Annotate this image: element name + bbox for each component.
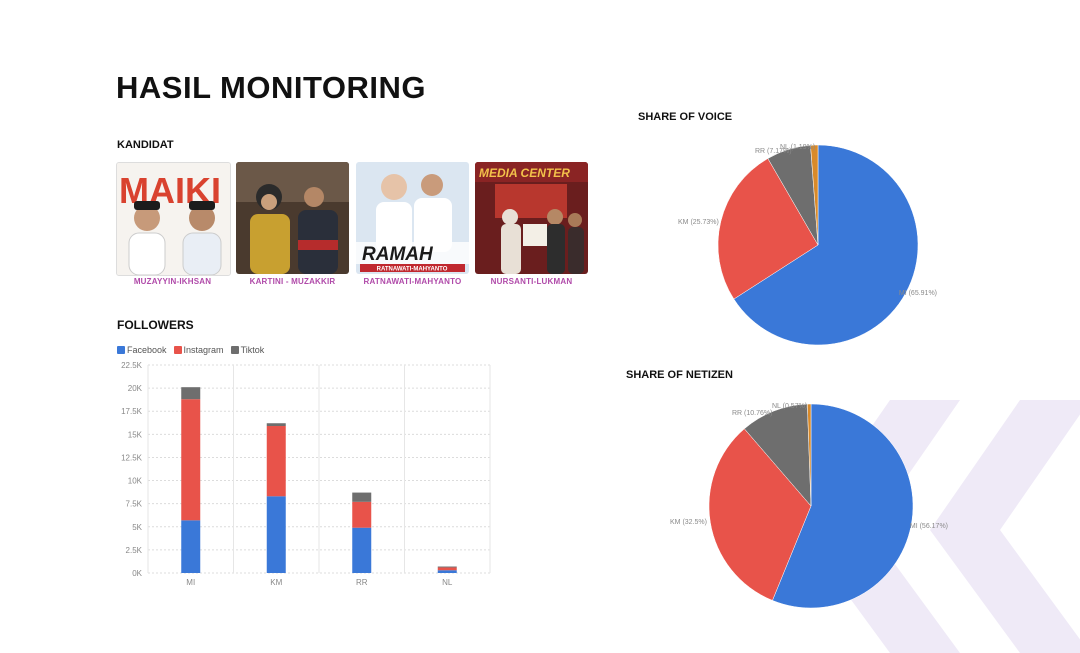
- y-tick-label: 22.5K: [121, 361, 143, 370]
- share-of-netizen-pie-chart: MI (56.17%) KM (32.5%) RR (10.76%)NL (0.57…: [670, 403, 948, 609]
- pie-label-mi: MI (56.17%): [910, 523, 948, 530]
- bar-instagram-nl: [437, 567, 457, 571]
- candidate-name-2: KARTINI - MUZAKKIR: [249, 277, 336, 286]
- candidate-name-4: NURSANTI-LUKMAN: [490, 277, 573, 286]
- bar-facebook-km: [266, 496, 286, 573]
- pie-label-km: KM (25.73%): [678, 219, 719, 226]
- poster-subtext-3: RATNAWATI-MAHYANTO: [377, 267, 448, 273]
- candidate-photo-3: RAMAH RATNAWATI-MAHYANTO: [356, 162, 469, 274]
- bar-tiktok-rr: [352, 492, 372, 502]
- bar-facebook-rr: [352, 527, 372, 573]
- bar-tiktok-mi: [181, 387, 201, 400]
- pie-slice-km: [708, 428, 812, 601]
- candidate-name-3: RATNAWATI-MAHYANTO: [363, 277, 462, 286]
- candidate-photo-4: MEDIA CENTER: [475, 162, 588, 274]
- share-of-voice-title: SHARE OF VOICE: [638, 111, 733, 123]
- poster-text-4: MEDIA CENTER: [479, 166, 570, 180]
- y-tick-label: 2.5K: [126, 546, 143, 555]
- candidate-name-1: MUZAYYIN-IKHSAN: [133, 277, 212, 286]
- pie-slice-nl: [807, 403, 812, 507]
- y-tick-label: 10K: [128, 477, 143, 486]
- x-tick-label: MI: [186, 578, 195, 587]
- bar-tiktok-nl: [437, 566, 457, 568]
- share-of-voice-pie-chart: MI (65.91%) KM (25.73%) RR (7.17%)NL (1.19…: [678, 144, 937, 346]
- share-of-netizen-title: SHARE OF NETIZEN: [626, 369, 733, 381]
- pie-label-rr: RR (7.17%): [755, 148, 792, 155]
- x-tick-label: NL: [442, 578, 453, 587]
- y-tick-label: 5K: [132, 523, 142, 532]
- candidate-card-4: MEDIA CENTER: [475, 162, 588, 274]
- legend-swatch-instagram: [173, 346, 182, 354]
- pie-slice-mi: [772, 403, 914, 609]
- candidate-photo-1: MAIKI: [117, 163, 230, 275]
- page-title: HASIL MONITORING: [116, 70, 426, 105]
- pie-slice-mi: [733, 144, 919, 346]
- candidate-photo-2: [236, 162, 349, 274]
- candidate-card-3: RAMAH RATNAWATI-MAHYANTO: [356, 162, 469, 274]
- y-tick-label: 0K: [132, 569, 142, 578]
- x-tick-label: RR: [356, 578, 368, 587]
- followers-bar-chart: 0K 2.5K 5K 7.5K 10K 12.5K 15K 17.5K 20K 22.5K MI KM…: [121, 361, 491, 587]
- pie-label-nl: NL (1.19%): [780, 144, 815, 151]
- legend-item-instagram: Instagram: [173, 345, 224, 355]
- pie-label-nl: NL (0.57%): [772, 403, 807, 410]
- y-tick-label: 15K: [128, 430, 143, 439]
- bar-instagram-km: [266, 426, 286, 497]
- followers-legend: Facebook Instagram Tiktok: [117, 345, 264, 355]
- legend-label-instagram: Instagram: [183, 345, 224, 355]
- legend-label-tiktok: Tiktok: [240, 345, 265, 355]
- legend-swatch-facebook: [117, 346, 125, 354]
- bar-tiktok-km: [266, 423, 286, 427]
- poster-text-3: RAMAH: [362, 244, 434, 265]
- legend-item-tiktok: Tiktok: [230, 345, 265, 355]
- y-tick-label: 17.5K: [121, 407, 143, 416]
- bar-facebook-nl: [437, 570, 457, 573]
- pie-label-rr: RR (10.76%): [732, 410, 772, 417]
- y-tick-label: 7.5K: [126, 500, 143, 509]
- pie-label-km: KM (32.5%): [670, 519, 707, 526]
- bar-instagram-rr: [352, 501, 372, 528]
- legend-label-facebook: Facebook: [127, 345, 167, 355]
- legend-item-facebook: Facebook: [117, 345, 167, 355]
- candidate-card-1: MAIKI: [116, 162, 231, 276]
- candidate-card-2: [236, 162, 349, 274]
- x-tick-label: KM: [270, 578, 282, 587]
- y-tick-label: 12.5K: [121, 453, 143, 462]
- bar-facebook-mi: [181, 520, 201, 573]
- kandidat-label: KANDIDAT: [117, 139, 174, 151]
- followers-label: FOLLOWERS: [117, 318, 194, 332]
- legend-swatch-tiktok: [230, 346, 239, 354]
- y-tick-label: 20K: [128, 384, 143, 393]
- pie-label-mi: MI (65.91%): [899, 290, 937, 297]
- pie-slice-km: [717, 158, 819, 300]
- pie-slice-rr: [744, 403, 812, 507]
- pie-slice-nl: [810, 144, 819, 246]
- bar-instagram-mi: [181, 399, 201, 521]
